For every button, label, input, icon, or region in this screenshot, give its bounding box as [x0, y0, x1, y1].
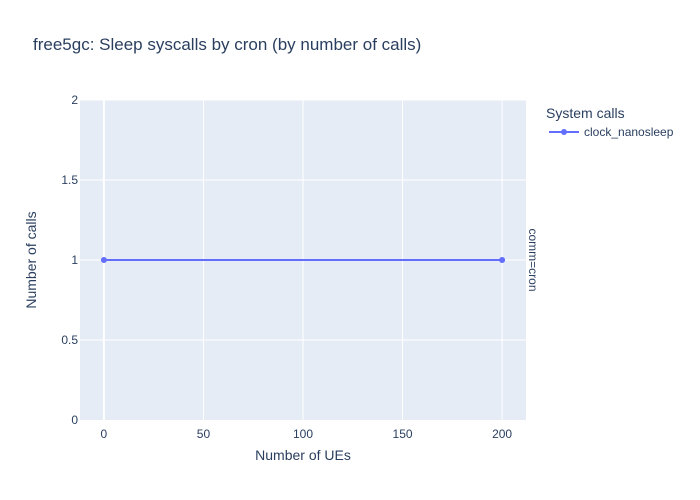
y-axis-ticks: 0 0.5 1 1.5 2 — [61, 93, 78, 427]
y-tick-label: 0.5 — [61, 333, 78, 347]
x-tick-label: 50 — [197, 427, 211, 441]
y-tick-label: 1 — [71, 253, 78, 267]
data-point[interactable] — [499, 257, 506, 263]
legend-item-label: clock_nanosleep — [584, 125, 674, 139]
x-tick-label: 0 — [101, 427, 108, 441]
facet-label: comm=cron — [526, 228, 540, 291]
data-point[interactable] — [100, 257, 107, 263]
x-axis-ticks: 0 50 100 150 200 — [101, 427, 513, 441]
chart-title: free5gc: Sleep syscalls by cron (by numb… — [33, 35, 421, 54]
y-tick-label: 2 — [71, 93, 78, 107]
x-axis-title: Number of UEs — [255, 447, 351, 463]
x-tick-label: 150 — [393, 427, 413, 441]
x-tick-label: 200 — [492, 427, 512, 441]
y-axis-title: Number of calls — [23, 211, 39, 308]
legend-title: System calls — [546, 105, 625, 121]
legend-point-marker — [561, 129, 567, 135]
y-tick-label: 0 — [71, 413, 78, 427]
legend[interactable]: System calls clock_nanosleep — [546, 105, 674, 139]
series-layer — [100, 257, 506, 263]
y-tick-label: 1.5 — [61, 173, 78, 187]
legend-item-clock_nanosleep[interactable]: clock_nanosleep — [549, 125, 674, 139]
x-tick-label: 100 — [293, 427, 313, 441]
